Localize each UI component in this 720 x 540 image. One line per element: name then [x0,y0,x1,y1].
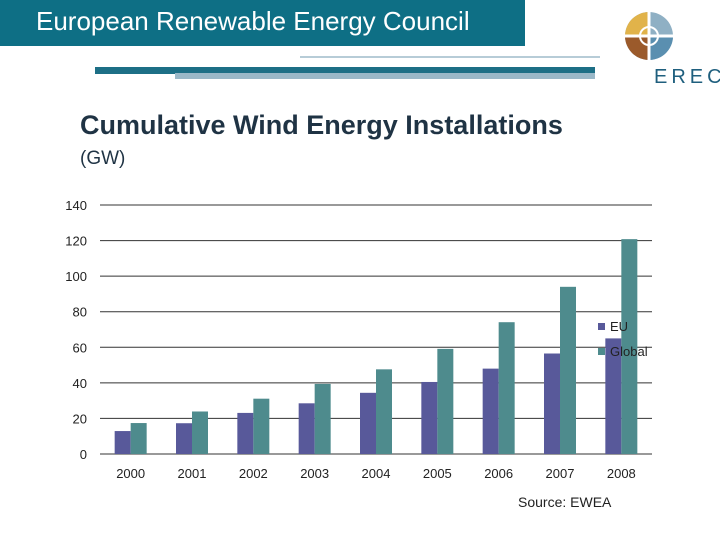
decorative-stripe-light [175,73,595,79]
bar-global-2004 [376,369,392,454]
y-tick-label: 20 [73,411,87,426]
y-tick-label: 0 [80,447,87,462]
bar-eu-2005 [421,381,438,454]
bar-eu-2007 [544,353,560,454]
bar-global-2001 [192,411,208,454]
chart-title: Cumulative Wind Energy Installations [80,110,563,140]
legend-swatch-global [598,348,605,355]
y-tick-label: 120 [65,234,87,249]
bar-eu-2001 [176,423,192,454]
header-bar: European Renewable Energy Council [0,0,525,46]
header-title: European Renewable Energy Council [36,6,470,36]
legend-swatch-eu [598,323,605,330]
bars-layer [114,239,638,454]
x-tick-label: 2007 [546,466,575,481]
y-tick-label: 80 [73,305,87,320]
bar-global-2008 [621,239,638,454]
bar-global-2003 [314,383,331,454]
erec-logo-text: EREC [654,66,720,88]
legend-label-global: Global [610,344,648,359]
bar-eu-2004 [360,392,376,454]
legend-layer: EU Global [598,319,648,359]
decorative-stripe-thin [300,56,600,58]
x-tick-label: 2001 [178,466,207,481]
bar-eu-2003 [298,403,315,454]
erec-logo-mark-icon [620,8,678,64]
bar-eu-2006 [482,368,499,454]
bar-global-2006 [498,322,515,454]
y-tick-label: 60 [73,340,87,355]
legend-label-eu: EU [610,319,628,334]
x-tick-label: 2004 [362,466,391,481]
x-tick-label: 2000 [116,466,145,481]
erec-logo: EREC [598,6,720,88]
bar-global-2005 [437,348,454,454]
decorative-stripe-dark [95,67,595,74]
x-tick-label: 2005 [423,466,452,481]
x-tick-label: 2008 [607,466,636,481]
x-tick-label: 2002 [239,466,268,481]
y-tick-label: 140 [65,198,87,213]
source-note: Source: EWEA [518,494,612,510]
bar-eu-2002 [237,412,254,454]
bar-global-2000 [130,423,147,454]
bar-eu-2000 [114,431,131,454]
x-tick-label: 2003 [300,466,329,481]
y-tick-label: 100 [65,269,87,284]
bar-global-2002 [253,398,270,454]
y-tick-label: 40 [73,376,87,391]
bar-eu-2008 [605,338,622,454]
bar-global-2007 [560,286,576,454]
axis-layer: 0 20 40 60 80 100 120 140 2000 2001 2002 2003 2004 20… [65,198,635,481]
chart-subtitle: (GW) [80,148,126,169]
x-tick-label: 2006 [484,466,513,481]
